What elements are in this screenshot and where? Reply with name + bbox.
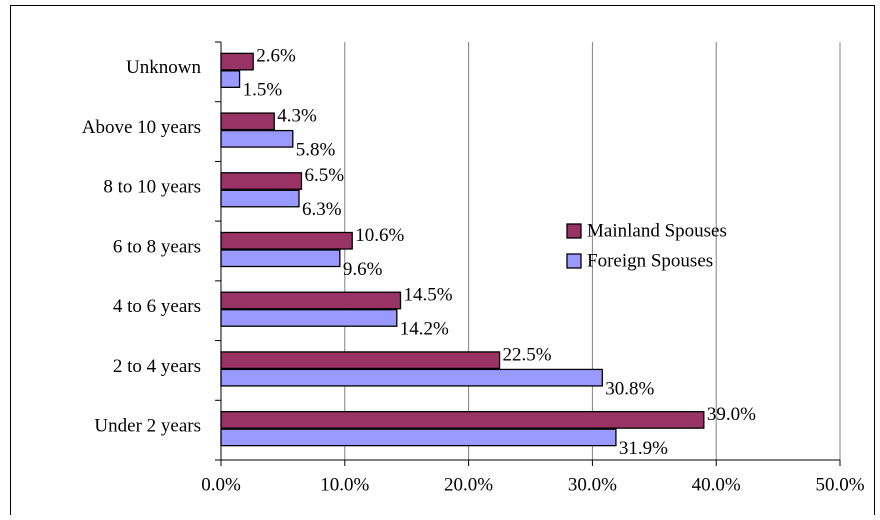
y-tick-label: 2 to 4 years [113,356,201,377]
bar [220,129,294,148]
value-label: 4.3% [277,105,317,126]
value-label: 9.6% [343,259,383,280]
value-label: 5.8% [296,139,336,160]
bar [220,249,341,268]
legend-swatch [566,223,582,239]
bar [220,351,501,370]
bar [220,112,275,131]
chart-border [10,5,875,520]
bar [220,309,398,327]
x-tick-label: 20.0% [444,474,493,495]
y-tick-label: 8 to 10 years [103,177,201,198]
value-label: 6.5% [304,165,344,186]
legend-label: Foreign Spouses [587,250,713,271]
value-label: 6.3% [302,199,342,220]
x-tick-label: 40.0% [692,474,741,495]
bar [220,410,705,429]
value-label: 10.6% [355,225,404,246]
value-label: 1.5% [243,80,283,101]
value-label: 31.9% [619,438,668,459]
bar [220,428,617,447]
x-tick-label: 50.0% [815,474,864,495]
bar [220,291,402,310]
value-label: 22.5% [503,344,552,365]
y-tick-label: Under 2 years [94,416,201,437]
x-tick-label: 0.0% [201,474,241,495]
bar [220,172,303,190]
bar [220,52,254,71]
bar [220,189,300,208]
legend-swatch [566,253,582,269]
bar [220,231,353,250]
x-tick-label: 10.0% [320,474,369,495]
value-label: 14.5% [404,285,453,306]
y-tick-label: Above 10 years [82,117,201,138]
bar [220,368,603,387]
y-tick-label: Unknown [126,57,201,78]
legend-label: Mainland Spouses [587,220,727,241]
value-label: 2.6% [256,46,296,67]
x-tick-label: 30.0% [568,474,617,495]
value-label: 39.0% [707,404,756,425]
bar [220,70,241,89]
value-label: 14.2% [400,319,449,340]
y-tick-label: 6 to 8 years [113,236,201,257]
value-label: 30.8% [605,378,654,399]
y-tick-label: 4 to 6 years [113,296,201,317]
